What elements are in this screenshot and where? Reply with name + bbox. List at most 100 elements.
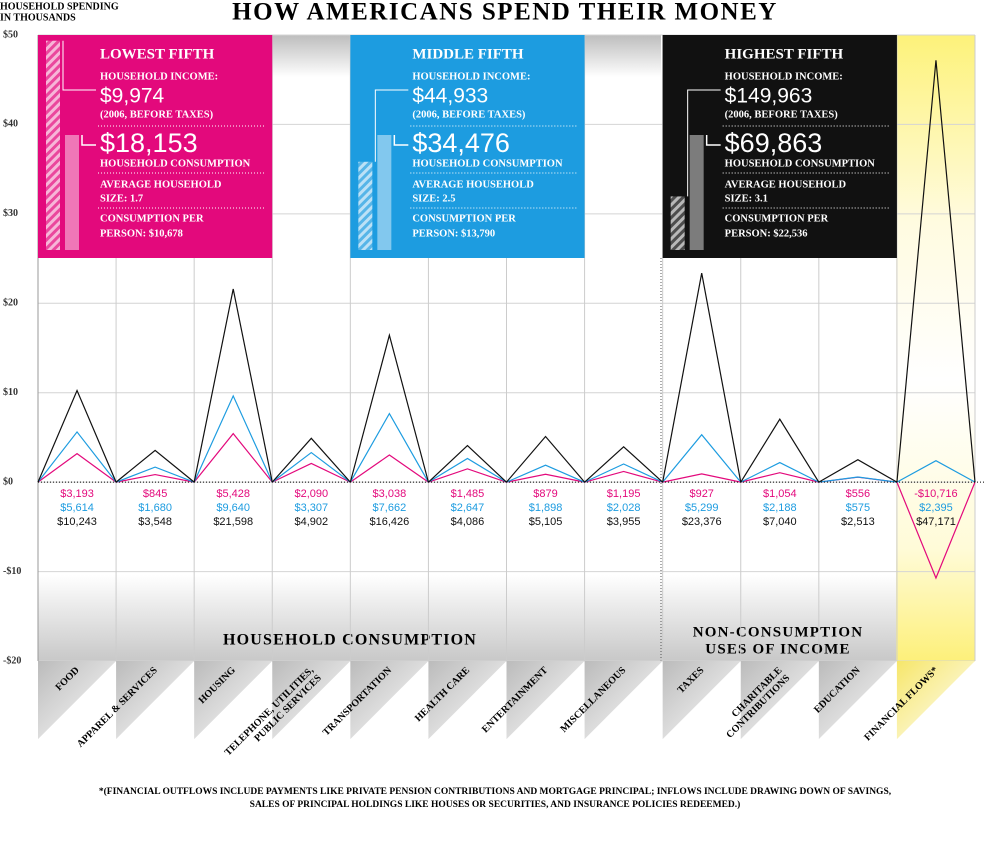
y-tick-label: $30 bbox=[3, 208, 18, 219]
spike bbox=[349, 454, 429, 483]
label-wedge bbox=[506, 661, 585, 740]
y-tick-label: $0 bbox=[3, 476, 13, 487]
value-label: $4,086 bbox=[451, 516, 485, 528]
value-label: $1,485 bbox=[451, 488, 485, 500]
panel-text: SIZE: 1.7 bbox=[100, 193, 143, 204]
value-label: $9,640 bbox=[216, 502, 250, 514]
panel-text: MIDDLE FIFTH bbox=[412, 46, 524, 62]
spike bbox=[193, 394, 273, 483]
panel-connector bbox=[705, 135, 721, 146]
panel-text: $44,933 bbox=[412, 85, 488, 108]
footnote: SALES OF PRINCIPAL HOLDINGS LIKE HOUSES … bbox=[250, 799, 741, 810]
spike bbox=[428, 468, 507, 483]
value-label: $7,662 bbox=[373, 502, 407, 514]
value-label: $575 bbox=[846, 502, 870, 514]
y-tick-label: $40 bbox=[3, 119, 18, 130]
spike bbox=[428, 457, 507, 483]
value-label: $2,090 bbox=[294, 488, 328, 500]
label-wedge bbox=[896, 661, 975, 740]
panel-connector bbox=[393, 135, 409, 146]
spike bbox=[506, 464, 585, 483]
y-tick-label: -$10 bbox=[3, 566, 21, 577]
panel-text: $18,153 bbox=[100, 128, 198, 158]
panel-text: SIZE: 2.5 bbox=[412, 193, 455, 204]
consumption-bar bbox=[670, 196, 685, 250]
value-label: $4,902 bbox=[294, 516, 328, 528]
footnote: *(FINANCIAL OUTFLOWS INCLUDE PAYMENTS LI… bbox=[99, 786, 892, 797]
value-label: $7,040 bbox=[763, 516, 797, 528]
label-wedge bbox=[350, 661, 429, 740]
spike bbox=[896, 481, 976, 580]
spike bbox=[818, 476, 897, 483]
value-label: $845 bbox=[143, 488, 167, 500]
value-label: $1,054 bbox=[763, 488, 797, 500]
y-axis-title: HOUSEHOLD SPENDING bbox=[0, 1, 119, 12]
spike bbox=[740, 418, 820, 483]
section-label: NON-CONSUMPTION bbox=[693, 624, 864, 640]
income-bar bbox=[65, 135, 79, 250]
spike bbox=[896, 60, 976, 483]
spike bbox=[896, 460, 976, 483]
panel-connector bbox=[81, 135, 96, 146]
section-label: USES OF INCOME bbox=[705, 641, 850, 657]
consumption-bar bbox=[358, 161, 373, 250]
spike bbox=[506, 473, 585, 483]
consumption-bar bbox=[46, 40, 60, 250]
spike bbox=[818, 458, 898, 483]
panel bbox=[38, 35, 273, 258]
spike bbox=[271, 451, 351, 483]
panel-text: HOUSEHOLD INCOME: bbox=[100, 71, 218, 82]
spike bbox=[584, 445, 664, 483]
spike bbox=[740, 472, 819, 483]
value-label: $556 bbox=[846, 488, 870, 500]
panel-text: CONSUMPTION PER bbox=[725, 213, 829, 224]
label-wedge bbox=[272, 661, 351, 740]
value-label: $3,193 bbox=[60, 488, 94, 500]
value-label: $3,307 bbox=[294, 502, 328, 514]
spike bbox=[37, 452, 117, 483]
section-label: HOUSEHOLD CONSUMPTION bbox=[223, 632, 477, 649]
panel-connector bbox=[687, 89, 721, 197]
panel-text: HOUSEHOLD INCOME: bbox=[412, 71, 530, 82]
panel-text: $34,476 bbox=[412, 128, 510, 158]
value-label: $2,395 bbox=[919, 502, 953, 514]
bottom-band bbox=[38, 575, 896, 661]
panel-text: $69,863 bbox=[725, 128, 823, 158]
panel-text: $9,974 bbox=[100, 85, 165, 108]
panel-text: AVERAGE HOUSEHOLD bbox=[100, 179, 222, 190]
spike bbox=[584, 463, 663, 483]
label-wedge bbox=[662, 661, 741, 740]
value-label: -$10,716 bbox=[914, 488, 957, 500]
value-label: $5,105 bbox=[529, 516, 563, 528]
spike bbox=[506, 435, 586, 483]
panel-text: CONSUMPTION PER bbox=[412, 213, 516, 224]
top-band bbox=[272, 35, 350, 77]
y-tick-label: $10 bbox=[3, 387, 18, 398]
label-wedge bbox=[116, 661, 195, 740]
label-wedge bbox=[194, 661, 273, 740]
panel-text: PERSON: $22,536 bbox=[725, 228, 808, 239]
label-wedge bbox=[428, 661, 507, 740]
value-label: $1,680 bbox=[138, 502, 172, 514]
spike bbox=[662, 272, 742, 483]
label-wedge bbox=[818, 661, 897, 740]
panel-text: $149,963 bbox=[725, 85, 813, 108]
panel bbox=[662, 35, 897, 258]
panel-text: HIGHEST FIFTH bbox=[725, 46, 844, 62]
y-axis-title: IN THOUSANDS bbox=[0, 12, 76, 23]
spike bbox=[193, 288, 273, 483]
panel-text: (2006, BEFORE TAXES) bbox=[725, 109, 839, 120]
panel-text: CONSUMPTION PER bbox=[100, 213, 204, 224]
spike bbox=[349, 412, 429, 483]
spike bbox=[37, 389, 117, 483]
value-label: $1,898 bbox=[529, 502, 563, 514]
income-bar bbox=[377, 135, 392, 250]
spike bbox=[584, 470, 663, 483]
spike bbox=[271, 462, 351, 483]
value-label: $5,614 bbox=[60, 502, 94, 514]
panel-connector bbox=[62, 40, 96, 91]
value-label: $5,428 bbox=[216, 488, 250, 500]
value-label: $10,243 bbox=[57, 516, 97, 528]
y-tick-label: -$20 bbox=[3, 655, 21, 666]
